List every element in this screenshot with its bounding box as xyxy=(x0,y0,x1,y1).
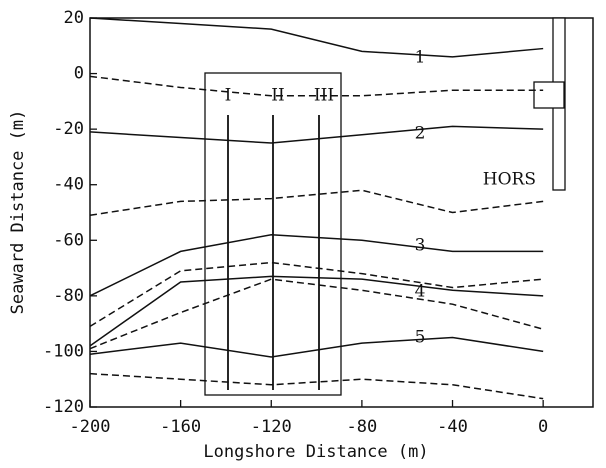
y-tick-label: -40 xyxy=(53,175,84,195)
contour-line xyxy=(89,278,544,350)
y-tick-label: -60 xyxy=(53,230,84,250)
contour-line xyxy=(89,275,544,347)
y-tick-label: 0 xyxy=(74,64,84,84)
y-tick-label: 20 xyxy=(64,8,84,28)
y-tick-label: -80 xyxy=(53,286,84,306)
annotation: HORS xyxy=(483,170,536,190)
contour-line xyxy=(89,261,544,328)
x-tick-label: -40 xyxy=(437,417,468,437)
contour-line xyxy=(89,17,544,58)
annotation: 4 xyxy=(415,282,426,302)
x-tick-label: -200 xyxy=(70,417,111,437)
x-tick-label: -160 xyxy=(160,417,201,437)
contour-line xyxy=(89,372,544,400)
contour-line xyxy=(89,233,544,297)
x-axis-label: Longshore Distance (m) xyxy=(203,442,428,462)
y-tick-label: -20 xyxy=(53,119,84,139)
annotation: 3 xyxy=(415,236,426,256)
y-axis-label: Seaward Distance (m) xyxy=(8,110,28,315)
y-tick-label: -120 xyxy=(43,397,84,417)
pier-block xyxy=(533,81,565,109)
y-tick-label: -100 xyxy=(43,341,84,361)
annotation: 2 xyxy=(415,124,426,144)
x-tick-label: -80 xyxy=(347,417,378,437)
annotation: 5 xyxy=(415,328,426,348)
contour-line xyxy=(89,125,544,144)
x-tick-label: 0 xyxy=(538,417,548,437)
transect-box xyxy=(204,72,342,396)
annotation: 1 xyxy=(415,48,426,68)
annotation: I xyxy=(225,86,232,106)
contour-line xyxy=(89,75,544,97)
contour-line xyxy=(89,336,544,358)
x-tick-label: -120 xyxy=(251,417,292,437)
plot-frame xyxy=(89,17,594,408)
contour-line xyxy=(89,189,544,217)
